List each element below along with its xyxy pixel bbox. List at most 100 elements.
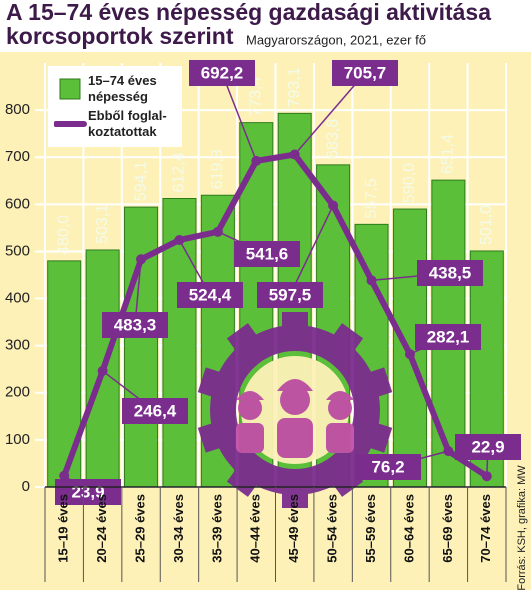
gear-ring: [210, 325, 380, 495]
bar-value-label: 651,4: [440, 134, 457, 174]
x-tick-label: 20–24 éves: [94, 494, 109, 563]
bar-value-label: 619,3: [209, 149, 226, 189]
line-point: [328, 200, 339, 211]
line-point: [59, 470, 70, 481]
bar-value-label: 480,0: [55, 215, 72, 255]
bar-value-label: 793,1: [286, 67, 303, 107]
line-value-label: 282,1: [427, 327, 470, 346]
line-point: [97, 365, 108, 376]
value-label-box: [417, 260, 483, 286]
source: Forrás: KSH, grafika: MW: [516, 465, 528, 590]
value-label-box: [122, 398, 188, 424]
x-tick-label: 55–59 éves: [363, 494, 378, 563]
line-point: [404, 349, 415, 360]
line: [61, 151, 489, 479]
x-tick-label: 15–19 éves: [56, 494, 71, 563]
helmet: [326, 391, 354, 400]
line-value-label: 76,2: [371, 457, 404, 476]
label-connector: [294, 72, 366, 156]
bar: [124, 206, 159, 488]
gear-tooth: [329, 323, 364, 357]
line-value-label: 483,3: [114, 315, 157, 334]
x-tick-label: 35–39 éves: [209, 494, 224, 563]
bar-value-label: 594,1: [132, 161, 149, 201]
line-point: [174, 234, 185, 245]
chart-subtitle: Magyarországon, 2021, ezer fő: [246, 32, 426, 47]
gear-tooth: [226, 323, 261, 357]
y-tick-label: 400: [5, 290, 30, 307]
worker-head: [328, 396, 352, 420]
x-tick-label: 40–44 éves: [248, 494, 263, 563]
x-tick-label: 25–29 éves: [132, 494, 147, 563]
y-tick-label: 800: [5, 101, 30, 118]
value-label-box: [455, 434, 521, 460]
worker-head: [280, 385, 310, 415]
worker-body: [277, 418, 313, 458]
gear-tooth: [197, 421, 227, 453]
legend-swatch: [54, 121, 87, 127]
x-tick-label: 30–34 éves: [171, 494, 186, 563]
value-label-box: [415, 324, 481, 350]
legend-item: Ebből foglal­koztatottak: [54, 108, 176, 140]
legend-label: Ebből foglal­koztatottak: [88, 108, 167, 139]
worker-body: [236, 423, 264, 453]
worker-body: [326, 423, 354, 453]
line-point: [289, 149, 300, 160]
value-label-box: [257, 282, 323, 308]
gear-tooth: [363, 421, 393, 453]
bar-value-label: 612,4: [171, 152, 188, 192]
value-label-box: [102, 312, 168, 338]
x-tick-label: 50–54 éves: [325, 494, 340, 563]
helmet: [277, 379, 313, 391]
y-tick-label: 700: [5, 148, 30, 165]
x-tick-label: 60–64 éves: [401, 494, 416, 563]
value-label-box: [177, 282, 243, 308]
bar: [47, 260, 82, 488]
helmet: [236, 391, 264, 400]
legend-label: 15–74 éves népesség: [88, 73, 157, 104]
gear-tooth: [329, 463, 364, 497]
line-value-label: 541,6: [246, 244, 289, 263]
line-value-label: 524,4: [189, 285, 232, 304]
line-point: [212, 226, 223, 237]
legend-swatch: [59, 78, 81, 100]
y-tick-label: 100: [5, 431, 30, 448]
bar-value-label: 773,4: [248, 77, 265, 117]
x-tick-label: 70–74 éves: [478, 494, 493, 563]
line-point: [136, 254, 147, 265]
y-tick-label: 300: [5, 337, 30, 354]
chart-title: korcsoportok szerint: [6, 23, 234, 49]
gear-tooth: [197, 367, 227, 399]
gear-tooth: [282, 486, 308, 508]
label-connector: [289, 205, 334, 296]
worker-head: [238, 396, 262, 420]
label-connector: [221, 72, 257, 162]
line-point: [251, 155, 262, 166]
gear-tooth: [363, 367, 393, 399]
line-point: [481, 471, 492, 482]
line-value-label: 22,9: [471, 437, 504, 456]
bar-value-label: 501,0: [478, 205, 495, 245]
workers: [236, 379, 354, 458]
legend: 15–74 éves népesség Ebből foglal­koztato…: [48, 66, 182, 147]
gear-tooth: [226, 463, 261, 497]
axes: 0 100 200 300 400 500 600 700 800 15–19 éves 20–24…: [5, 101, 507, 582]
line-value-label: 597,5: [269, 285, 312, 304]
line-value-label: 246,4: [134, 401, 177, 420]
x-tick-label: 45–49 éves: [286, 494, 301, 563]
line-point: [366, 275, 377, 286]
y-tick-label: 500: [5, 242, 30, 259]
bar-value-label: 590,0: [401, 163, 418, 203]
value-label-box: [189, 60, 255, 86]
line-value-label: 692,2: [201, 63, 244, 82]
legend-item: 15–74 éves népesség: [54, 73, 176, 105]
gear-icon: [197, 312, 393, 508]
value-label-box: [332, 60, 398, 86]
bar-value-label: 683,8: [324, 119, 341, 159]
bar-value-label: 503,1: [94, 204, 111, 244]
gear-tooth: [282, 312, 308, 334]
gear-teeth: [197, 312, 393, 508]
